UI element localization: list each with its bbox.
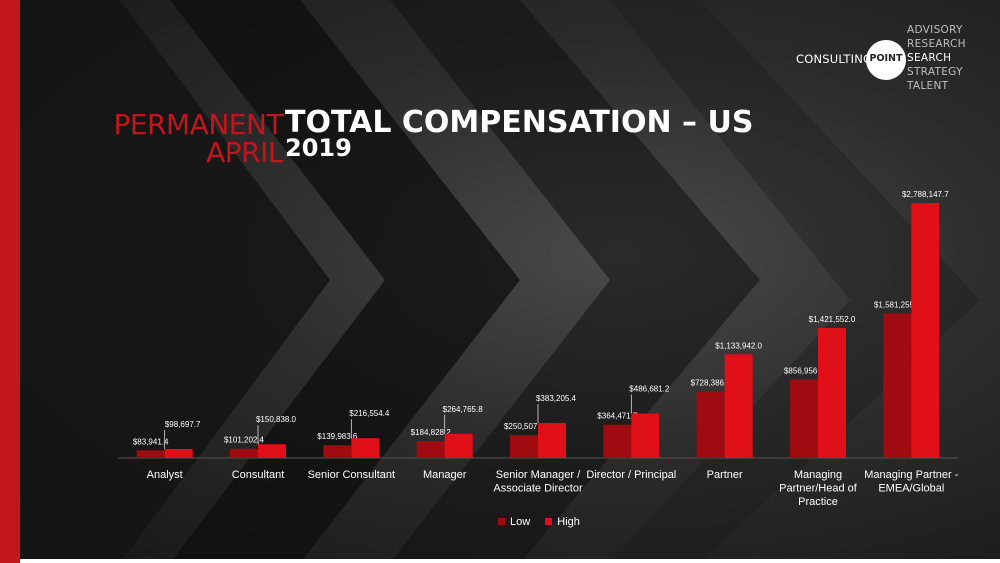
bar-high-0 (164, 448, 193, 458)
data-label-low-0: $83,941.4 (133, 437, 169, 446)
data-label-high-4: $383,205.4 (536, 394, 577, 403)
title-permanent: PERMANENT (113, 108, 283, 141)
data-label-low-6: $728,386.9 (691, 378, 732, 387)
bar-low-5 (603, 424, 632, 458)
data-label-high-7: $1,421,552.0 (809, 315, 856, 324)
bar-low-1 (230, 448, 258, 458)
legend-swatch-high (545, 517, 553, 525)
bar-high-7 (818, 327, 846, 458)
consulting-point-logo: CONSULTING POINT ADVISORY RESEARCH SEARC… (796, 24, 996, 94)
bar-low-2 (323, 445, 352, 458)
x-tick-label-6: Partner (707, 469, 743, 481)
x-tick-label-8: Managing Partner -EMEA/Global (864, 469, 958, 495)
data-label-low-5: $364,471.7 (597, 412, 638, 421)
legend-label-high: High (557, 516, 580, 528)
logo-service-search: SEARCH (907, 52, 952, 64)
bar-high-6 (724, 354, 753, 458)
legend-item-high: High (545, 516, 580, 528)
logo-service-talent: TALENT (907, 80, 949, 92)
data-label-high-6: $1,133,942.0 (715, 341, 762, 350)
bar-low-6 (696, 391, 725, 458)
data-label-high-3: $264,765.8 (443, 405, 484, 414)
logo-point-circle: POINT (866, 40, 906, 80)
x-tick-label-5: Director / Principal (586, 469, 676, 481)
chart-legend: Low High (498, 516, 592, 528)
x-tick-label-7: Managing Partner/Head of Practice (779, 469, 858, 508)
bar-high-1 (258, 444, 286, 458)
bar-high-4 (538, 422, 566, 458)
bar-high-3 (444, 433, 473, 458)
data-label-low-4: $250,507.2 (504, 422, 545, 431)
data-label-low-3: $184,828.2 (411, 428, 452, 437)
legend-swatch-low (498, 517, 505, 525)
bar-high-8 (911, 203, 940, 458)
bar-low-0 (136, 450, 165, 458)
logo-consulting-text: CONSULTING (796, 52, 873, 66)
bar-low-7 (790, 379, 818, 458)
bar-low-8 (883, 313, 912, 458)
data-label-high-5: $486,681.2 (629, 384, 670, 393)
data-label-high-0: $98,697.7 (165, 420, 201, 429)
bar-low-3 (416, 441, 445, 458)
data-label-low-8: $1,581,255.1 (874, 300, 921, 309)
red-accent-bar (0, 0, 20, 563)
bar-low-4 (510, 435, 538, 458)
title-year: 2019 (285, 134, 352, 162)
bar-high-2 (351, 438, 380, 458)
data-label-high-1: $150,838.0 (256, 415, 297, 424)
bar-high-5 (631, 413, 660, 458)
logo-service-advisory: ADVISORY (907, 24, 963, 36)
legend-item-low: Low (498, 516, 530, 528)
data-label-low-1: $101,202.4 (224, 436, 265, 445)
x-tick-label-3: Manager (423, 469, 467, 481)
logo-point-text: POINT (869, 53, 903, 64)
x-tick-label-0: Analyst (147, 469, 183, 481)
logo-service-research: RESEARCH (907, 38, 966, 50)
footer-line (20, 559, 1000, 563)
x-tick-label-2: Senior Consultant (308, 469, 395, 481)
title-april: APRIL (206, 136, 283, 169)
title-total-compensation: TOTAL COMPENSATION – US (285, 105, 754, 140)
x-tick-label-4: Senior Manager / Associate Director (493, 469, 583, 495)
x-tick-label-1: Consultant (232, 469, 285, 481)
data-label-low-2: $139,983.6 (317, 432, 358, 441)
data-label-high-2: $216,554.4 (349, 409, 390, 418)
data-label-high-8: $2,788,147.7 (902, 190, 949, 199)
data-label-low-7: $856,956.0 (784, 367, 825, 376)
legend-label-low: Low (510, 516, 531, 528)
logo-service-strategy: STRATEGY (907, 66, 963, 78)
